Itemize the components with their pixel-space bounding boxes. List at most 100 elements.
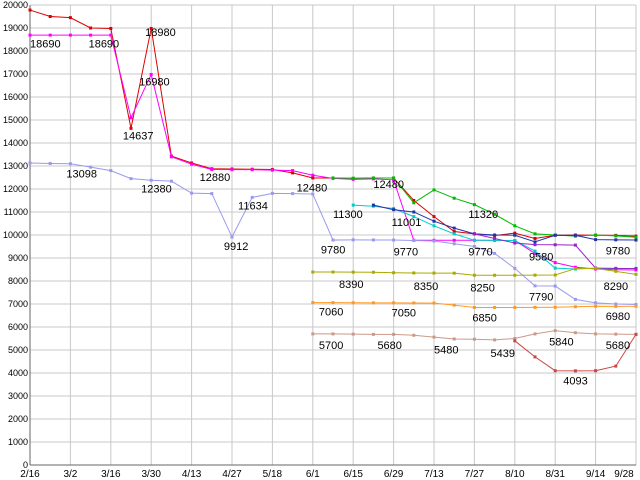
series-navy-marker	[412, 210, 416, 214]
series-tan-marker	[533, 332, 537, 336]
series-magenta-marker	[533, 251, 537, 255]
series-periwinkle-marker	[553, 284, 557, 288]
series-periwinkle-marker	[28, 161, 32, 165]
series-cyan-marker	[432, 224, 436, 228]
data-label: 16980	[139, 77, 170, 89]
series-purple-marker	[472, 232, 476, 236]
series-magenta-marker	[169, 155, 173, 159]
series-tan-marker	[573, 331, 577, 335]
series-orange-marker	[432, 301, 436, 305]
series-navy-marker	[371, 203, 375, 207]
series-olive-marker	[533, 273, 537, 277]
data-label: 6980	[606, 311, 630, 323]
x-axis-tick-label: 4/27	[222, 469, 242, 480]
series-navy-marker	[553, 233, 557, 237]
data-label: 6850	[472, 312, 496, 324]
series-magenta-marker	[28, 33, 32, 37]
series-cyan-marker	[472, 238, 476, 242]
data-label: 18690	[30, 39, 61, 51]
y-axis-tick-label: 1000	[8, 437, 28, 447]
data-label: 11634	[238, 201, 268, 213]
series-orange-marker	[614, 304, 618, 308]
data-label: 5680	[606, 340, 630, 352]
y-axis-tick-label: 20000	[3, 0, 28, 10]
y-axis-tick-label: 14000	[3, 138, 28, 148]
series-periwinkle-marker	[432, 239, 436, 243]
data-label: 12880	[200, 172, 231, 184]
series-cyan-marker	[412, 215, 416, 219]
x-axis-tick-label: 7/13	[424, 469, 444, 480]
series-purple-marker	[533, 243, 537, 247]
series-periwinkle-marker	[230, 235, 234, 239]
series-orange-marker	[331, 301, 335, 305]
series-olive-marker	[634, 272, 638, 276]
data-label: 5840	[549, 336, 573, 348]
series-green-marker	[513, 224, 517, 228]
series-olive-marker	[493, 273, 497, 277]
series-olive-marker	[331, 270, 335, 274]
series-tan-marker	[493, 338, 497, 342]
series-magenta-marker	[190, 162, 194, 166]
series-navy-marker	[614, 238, 618, 242]
series-periwinkle-marker	[513, 266, 517, 270]
data-label: 8250	[470, 282, 494, 294]
data-label: 9780	[606, 246, 630, 258]
data-label: 13098	[66, 169, 97, 181]
data-label: 8350	[414, 281, 438, 293]
series-olive-marker	[351, 270, 355, 274]
series-tan-marker	[392, 332, 396, 336]
series-red-marker	[129, 126, 133, 130]
data-label: 8390	[339, 279, 363, 291]
series-olive-marker	[371, 270, 375, 274]
series-periwinkle-marker	[48, 161, 52, 165]
series-crimson-marker	[553, 369, 557, 373]
series-magenta-marker	[392, 178, 396, 182]
series-tan-marker	[513, 337, 517, 340]
series-green-marker	[331, 176, 335, 180]
series-navy-marker	[432, 219, 436, 223]
series-periwinkle-marker	[89, 165, 93, 169]
series-tan-marker	[594, 332, 598, 336]
series-red-marker	[291, 171, 295, 175]
series-crimson-marker	[594, 369, 598, 373]
series-green-marker	[371, 176, 375, 180]
series-olive-marker	[412, 271, 416, 275]
y-axis-tick-label: 6000	[8, 322, 28, 332]
series-magenta-marker	[230, 168, 234, 172]
series-periwinkle-line	[29, 162, 637, 305]
series-olive-marker	[472, 273, 476, 277]
series-cyan-marker	[351, 203, 355, 207]
series-red-marker	[89, 26, 93, 30]
data-label: 8290	[604, 281, 628, 293]
series-periwinkle-marker	[594, 301, 598, 305]
series-navy-line	[373, 204, 637, 243]
series-purple-marker	[573, 243, 577, 247]
data-label: 18690	[89, 39, 120, 51]
y-axis-tick-label: 19000	[3, 23, 28, 33]
series-red-marker	[432, 215, 436, 219]
x-axis-tick-label: 3/16	[101, 469, 121, 480]
series-olive-marker	[452, 271, 456, 275]
data-label: 11320	[468, 209, 498, 221]
y-axis-tick-label: 16000	[3, 92, 28, 102]
series-periwinkle-marker	[129, 177, 133, 181]
y-axis-tick-label: 12000	[3, 184, 28, 194]
series-olive-marker	[432, 271, 436, 275]
series-green-marker	[594, 233, 598, 237]
series-red-marker	[109, 26, 113, 30]
series-periwinkle-marker	[493, 251, 497, 255]
series-green-marker	[351, 176, 355, 180]
data-label: 7790	[529, 292, 553, 304]
data-label: 9580	[529, 251, 553, 263]
series-orange-marker	[594, 304, 598, 308]
data-label: 5680	[377, 340, 401, 352]
y-axis-tick-label: 5000	[8, 345, 28, 355]
series-magenta-marker	[311, 173, 315, 177]
series-periwinkle-marker	[190, 191, 194, 195]
series-purple-marker	[553, 243, 557, 247]
data-label: 12480	[373, 179, 404, 191]
data-label: 9770	[468, 247, 492, 259]
data-label: 12480	[297, 182, 328, 194]
series-tan-marker	[371, 332, 375, 336]
series-olive-marker	[573, 267, 577, 271]
